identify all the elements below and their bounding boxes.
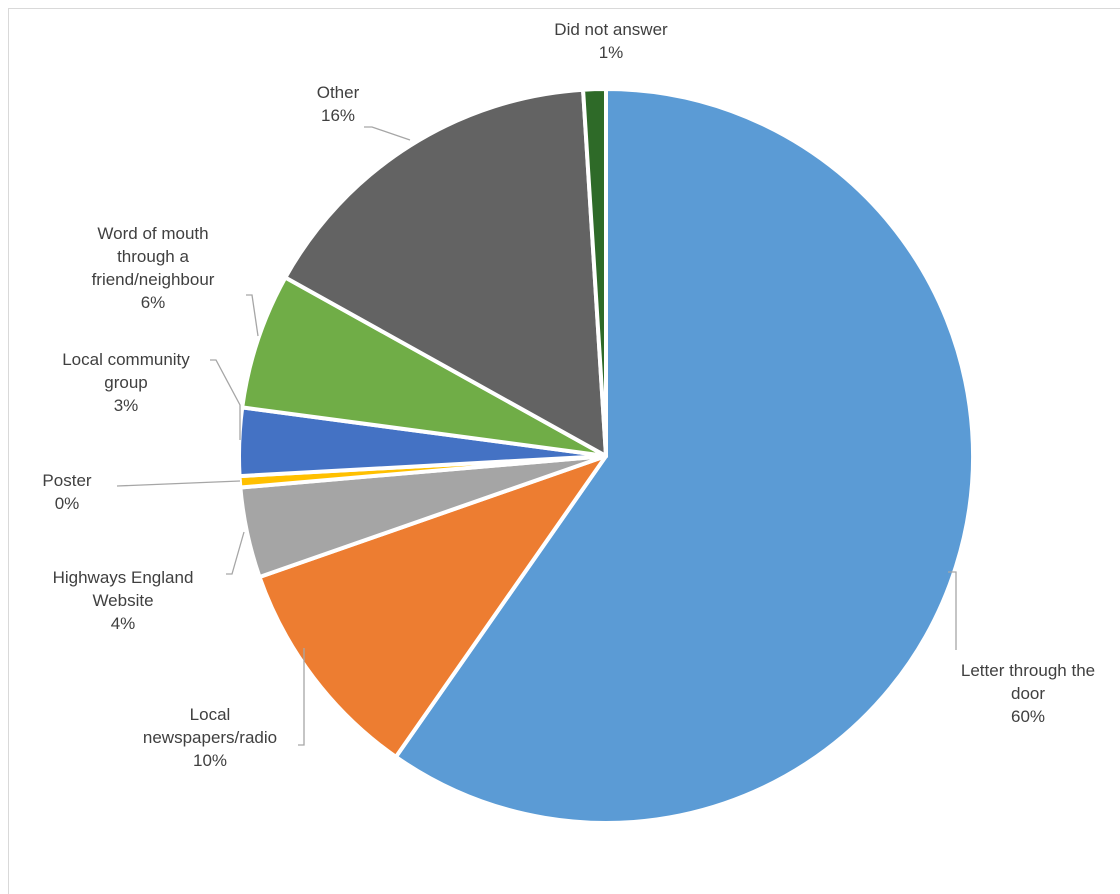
- data-label-line: Local: [190, 705, 231, 724]
- pie-slice-word-of-mouth: [240, 275, 608, 458]
- pie-slice-newspapers: [257, 454, 608, 759]
- data-label-line: Local community: [62, 350, 190, 369]
- leader-line-word-of-mouth: [246, 294, 259, 337]
- data-label-line: Poster: [42, 471, 91, 490]
- data-labels: Letter through the door 60% Local newspapers…: [42, 20, 1095, 770]
- data-label-line: Word of mouth: [97, 224, 208, 243]
- pie-slice-letter: [393, 87, 975, 825]
- leader-line-newspapers: [298, 648, 305, 746]
- leader-line-other: [364, 126, 411, 141]
- data-label-poster: Poster 0%: [42, 471, 91, 513]
- data-label-community: Local community group 3%: [62, 350, 190, 415]
- leader-line-poster: [116, 480, 241, 487]
- leader-lines: [116, 126, 957, 746]
- data-label-no-answer: Did not answer 1%: [554, 20, 668, 62]
- data-label-word-of-mouth: Word of mouth through a friend/neighbour 6%: [92, 224, 215, 312]
- data-label-line: 60%: [1011, 707, 1045, 726]
- data-label-line: 0%: [55, 494, 80, 513]
- leader-line-website: [226, 531, 245, 575]
- pie-slice-no-answer: [581, 87, 608, 458]
- data-label-line: friend/neighbour: [92, 270, 215, 289]
- data-label-line: group: [104, 373, 147, 392]
- data-label-line: 4%: [111, 614, 136, 633]
- pie-slices: [237, 87, 975, 825]
- pie-slice-other: [283, 87, 608, 458]
- data-label-line: 6%: [141, 293, 166, 312]
- data-label-line: 1%: [599, 43, 624, 62]
- data-label-newspapers: Local newspapers/radio 10%: [143, 705, 277, 770]
- data-label-line: through a: [117, 247, 189, 266]
- data-label-line: Other: [317, 83, 360, 102]
- data-label-website: Highways England Website 4%: [53, 568, 194, 633]
- data-label-line: newspapers/radio: [143, 728, 277, 747]
- data-label-line: 3%: [114, 396, 139, 415]
- data-label-letter: Letter through the door 60%: [961, 661, 1095, 726]
- leader-line-letter: [948, 571, 957, 650]
- data-label-line: Website: [92, 591, 153, 610]
- data-label-line: 16%: [321, 106, 355, 125]
- data-label-line: Did not answer: [554, 20, 668, 39]
- data-label-line: Letter through the: [961, 661, 1095, 680]
- data-label-line: Highways England: [53, 568, 194, 587]
- data-label-other: Other 16%: [317, 83, 360, 125]
- data-label-line: 10%: [193, 751, 227, 770]
- leader-line-community: [210, 359, 241, 440]
- data-label-line: door: [1011, 684, 1045, 703]
